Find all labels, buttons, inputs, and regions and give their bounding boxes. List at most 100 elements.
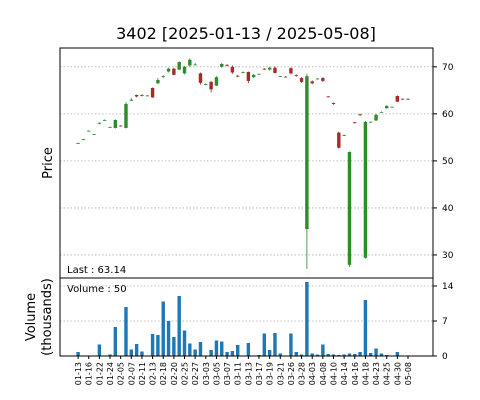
volume-bar: [331, 354, 336, 356]
candle-body: [273, 67, 277, 73]
volume-axis-label: (thousands): [40, 278, 55, 356]
volume-bar: [172, 337, 176, 356]
candle-body: [87, 130, 91, 132]
candle-body: [251, 74, 256, 78]
volume-bar: [342, 354, 346, 356]
volume-bar: [76, 352, 80, 356]
volume-bar: [113, 327, 118, 356]
volume-bar: [177, 296, 181, 356]
volume-bar: [193, 349, 197, 356]
candle-body: [241, 71, 245, 73]
x-tick-label: 04-16: [351, 362, 360, 385]
last-price: Last : 63.14: [67, 265, 126, 276]
x-tick-label: 03-05: [212, 362, 221, 385]
volume-bar: [182, 330, 187, 356]
candle-body: [363, 121, 368, 258]
candle-body: [347, 151, 352, 265]
volume-bar: [321, 344, 325, 356]
x-tick-label: 04-03: [308, 362, 317, 385]
candle-body: [134, 95, 139, 97]
candle-body: [220, 63, 224, 67]
candle-body: [246, 71, 251, 81]
candle-body: [156, 79, 160, 84]
volume-bar: [220, 341, 224, 356]
y-tick-label: 40: [442, 204, 454, 214]
candle-body: [342, 135, 346, 136]
candle-body: [299, 78, 304, 82]
candle-body: [294, 75, 298, 77]
price-axis-label: Price: [41, 147, 56, 179]
candle-body: [262, 68, 267, 70]
candle-body: [214, 77, 219, 86]
volume-bar: [188, 343, 192, 356]
x-tick-label: 03-03: [202, 362, 211, 385]
volume-bar: [315, 354, 320, 356]
candle-body: [385, 105, 389, 109]
volume-bar: [278, 353, 282, 356]
candle-body: [283, 76, 288, 78]
candle-body: [198, 73, 203, 83]
volume-bar: [150, 334, 155, 356]
x-tick-label: 01-16: [85, 362, 94, 385]
x-tick-label: 03-07: [223, 362, 232, 385]
candle-body: [161, 76, 165, 78]
x-tick-label: 02-20: [170, 362, 179, 385]
volume-bar: [294, 352, 298, 356]
volume-bar: [156, 335, 160, 356]
candle-body: [108, 127, 112, 128]
x-tick-label: 01-22: [95, 362, 104, 385]
x-tick-label: 04-08: [319, 362, 328, 385]
x-tick-label: 03-28: [298, 362, 307, 385]
candle-body: [326, 96, 330, 98]
x-tick-label: 02-13: [149, 362, 158, 385]
x-tick-label: 04-18: [361, 362, 370, 385]
volume-bar: [161, 301, 165, 356]
candle-body: [257, 73, 261, 75]
x-tick-label: 04-10: [329, 362, 338, 385]
candle-body: [124, 103, 128, 128]
candle-body: [102, 119, 107, 121]
volume-bar: [395, 352, 400, 356]
candle-body: [400, 98, 405, 100]
volume-bar: [273, 333, 277, 356]
y-tick-label: 30: [442, 251, 454, 261]
x-tick-label: 01-13: [74, 362, 83, 385]
x-tick-label: 04-14: [340, 362, 349, 385]
candle-body: [305, 76, 309, 230]
candle-body: [374, 114, 378, 121]
candle-body: [129, 99, 134, 101]
candle-body: [289, 68, 293, 74]
volume-bar: [97, 344, 102, 356]
volume-axis-label: Volume: [24, 293, 39, 341]
volume-bar: [246, 343, 251, 356]
volume-bar: [353, 354, 357, 356]
candle-body: [358, 114, 362, 116]
candle-body: [150, 87, 155, 98]
volume-bar: [310, 353, 314, 356]
candle-body: [166, 68, 171, 72]
x-tick-label: 01-24: [106, 362, 115, 385]
candle-body: [395, 95, 400, 102]
candle-body: [118, 125, 123, 127]
x-tick-label: 02-07: [127, 362, 136, 385]
x-tick-label: 02-27: [191, 362, 200, 385]
candle-body: [331, 103, 336, 104]
volume-bar: [379, 353, 384, 356]
x-tick-label: 04-30: [393, 362, 402, 385]
candle-body: [193, 64, 197, 66]
volume-bar: [108, 354, 112, 356]
candle-body: [230, 66, 235, 73]
x-tick-label: 03-13: [244, 362, 253, 385]
volume-bar: [363, 300, 368, 356]
x-tick-label: 04-23: [372, 362, 381, 385]
y-tick-label: 50: [442, 157, 454, 167]
volume-bar: [124, 307, 128, 356]
x-tick-label: 02-11: [138, 362, 147, 385]
y-tick-label: 0: [442, 352, 448, 362]
candle-body: [209, 81, 213, 90]
candle-body: [310, 81, 314, 84]
candle-body: [177, 62, 181, 70]
candle-body: [278, 76, 282, 78]
volume-bar: [236, 345, 240, 356]
